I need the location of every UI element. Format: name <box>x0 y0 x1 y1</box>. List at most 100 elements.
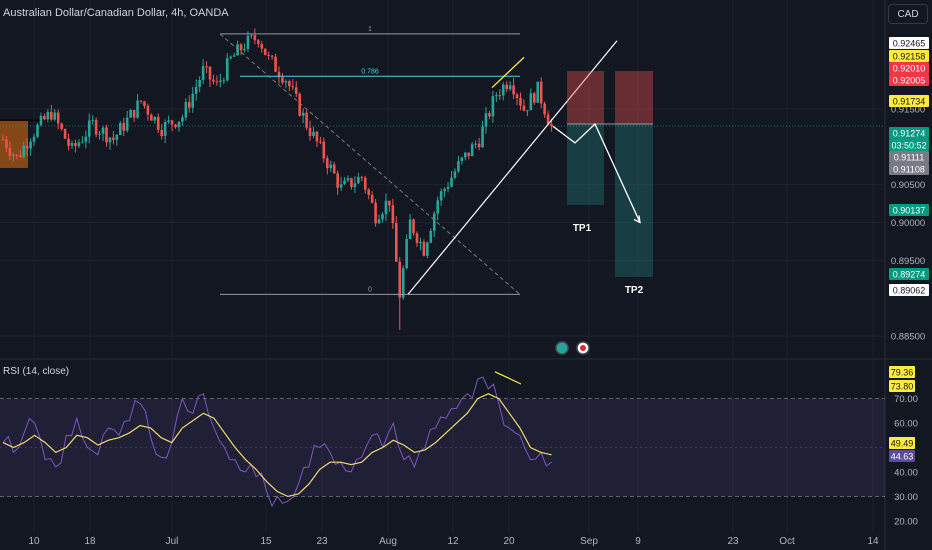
candle-body <box>508 85 512 90</box>
candle-body <box>156 116 160 130</box>
candle-body <box>22 145 25 157</box>
candle-body <box>415 233 419 244</box>
candle-body <box>243 48 246 51</box>
candle-body <box>439 191 443 201</box>
price-marker-label: 0.90137 <box>893 206 926 216</box>
candle-body <box>108 137 112 143</box>
price-marker-bg <box>889 139 929 151</box>
price-marker-label: 0.91111 <box>894 153 925 163</box>
time-tick-label: 23 <box>727 536 739 547</box>
price-marker-bg <box>889 284 929 296</box>
candle-body <box>146 105 150 115</box>
price-tick-label: 0.89500 <box>891 256 925 267</box>
candle-body <box>488 113 491 117</box>
price-marker-label: 0.89062 <box>893 286 926 296</box>
candle-body <box>543 103 546 115</box>
fib-level-label: 0.786 <box>361 68 379 75</box>
candle-body <box>326 158 329 169</box>
price-tick-label: 0.90000 <box>891 218 925 229</box>
candle-body <box>215 81 219 83</box>
currency-button[interactable]: CAD <box>888 4 928 24</box>
rsi-indicator-label[interactable]: RSI (14, close) <box>3 366 70 377</box>
candle-body <box>374 202 377 224</box>
price-marker-label: 0.92005 <box>893 76 926 86</box>
candle-body <box>153 116 157 121</box>
rsi-tick-label: 40.00 <box>894 467 918 478</box>
candle-body <box>460 157 464 162</box>
candle-body <box>56 112 60 124</box>
candle-body <box>260 43 264 49</box>
candle-body <box>39 115 43 125</box>
ascending-trendline <box>407 40 618 295</box>
candle-body <box>419 241 422 244</box>
symbol-title: Australian Dollar/Canadian Dollar, 4h, O… <box>3 7 229 19</box>
candle-body <box>53 112 57 120</box>
candle-body <box>429 230 433 243</box>
price-marker-bg <box>889 95 929 107</box>
candle-body <box>422 241 426 256</box>
candle-body <box>539 81 543 104</box>
candle-body <box>467 152 471 157</box>
candle-body <box>87 120 91 137</box>
candle-body <box>505 84 508 90</box>
price-tick-label: 0.90500 <box>891 180 925 191</box>
candle-body <box>360 177 364 179</box>
candle-body <box>36 124 39 137</box>
candle-body <box>74 142 77 147</box>
candle-body <box>250 35 253 37</box>
candle-body <box>457 161 460 172</box>
candle-body <box>453 171 457 178</box>
time-axis[interactable]: 10 18 Jul 15 23 Aug 12 20 Sep 9 23 Oct 14 <box>28 536 879 547</box>
rsi-line <box>2 376 552 508</box>
candle-body <box>160 129 163 136</box>
rsi-tick-label: 20.00 <box>894 516 918 527</box>
candle-body <box>332 164 336 174</box>
time-tick-label: Jul <box>166 536 179 547</box>
candle-body <box>257 40 260 44</box>
candle-body <box>194 86 198 94</box>
price-tick-label: 0.88500 <box>891 332 925 343</box>
candle-body <box>346 178 350 181</box>
candle-body <box>67 138 70 146</box>
candle-body <box>139 100 143 102</box>
candle-body <box>267 54 270 56</box>
time-tick-label: Sep <box>580 536 598 547</box>
price-marker-label: 0.92465 <box>893 39 926 49</box>
price-marker-label: 0.92010 <box>893 64 926 74</box>
flag-event-dot <box>580 345 586 351</box>
time-tick-label: 14 <box>867 536 879 547</box>
candle-body <box>481 126 484 148</box>
candle-body <box>395 223 398 262</box>
candle-body <box>43 115 46 120</box>
candle-body <box>174 124 177 128</box>
candle-body <box>436 200 439 214</box>
time-tick-label: Oct <box>779 536 795 547</box>
candle-body <box>132 109 136 118</box>
candle-body <box>536 81 540 103</box>
candle-body <box>188 102 191 108</box>
candle-body <box>515 94 519 98</box>
price-marker-bg <box>889 37 929 49</box>
candle-body <box>150 114 153 121</box>
candle-body <box>15 154 19 156</box>
candle-body <box>522 105 526 111</box>
time-tick-label: 15 <box>260 536 272 547</box>
price-marker-label: 0.91108 <box>893 165 925 175</box>
candle-body <box>319 141 322 143</box>
candle-body <box>529 93 533 111</box>
candle-body <box>443 188 446 192</box>
rsi-ma-line <box>2 393 552 498</box>
candle-body <box>336 173 339 188</box>
candle-body <box>432 213 436 231</box>
candle-body <box>367 189 370 195</box>
price-axis[interactable]: 0.91500 0.90500 0.90000 0.89500 0.88500 0.924… <box>889 37 929 527</box>
rsi-tick-label: 30.00 <box>894 492 918 503</box>
fib-level-label: 0 <box>368 286 372 293</box>
tp1-label: TP1 <box>573 223 592 234</box>
candle-body <box>277 71 281 78</box>
candle-body <box>294 87 298 94</box>
candle-body <box>229 56 232 59</box>
time-tick-label: 18 <box>84 536 96 547</box>
candle-body <box>101 127 105 134</box>
